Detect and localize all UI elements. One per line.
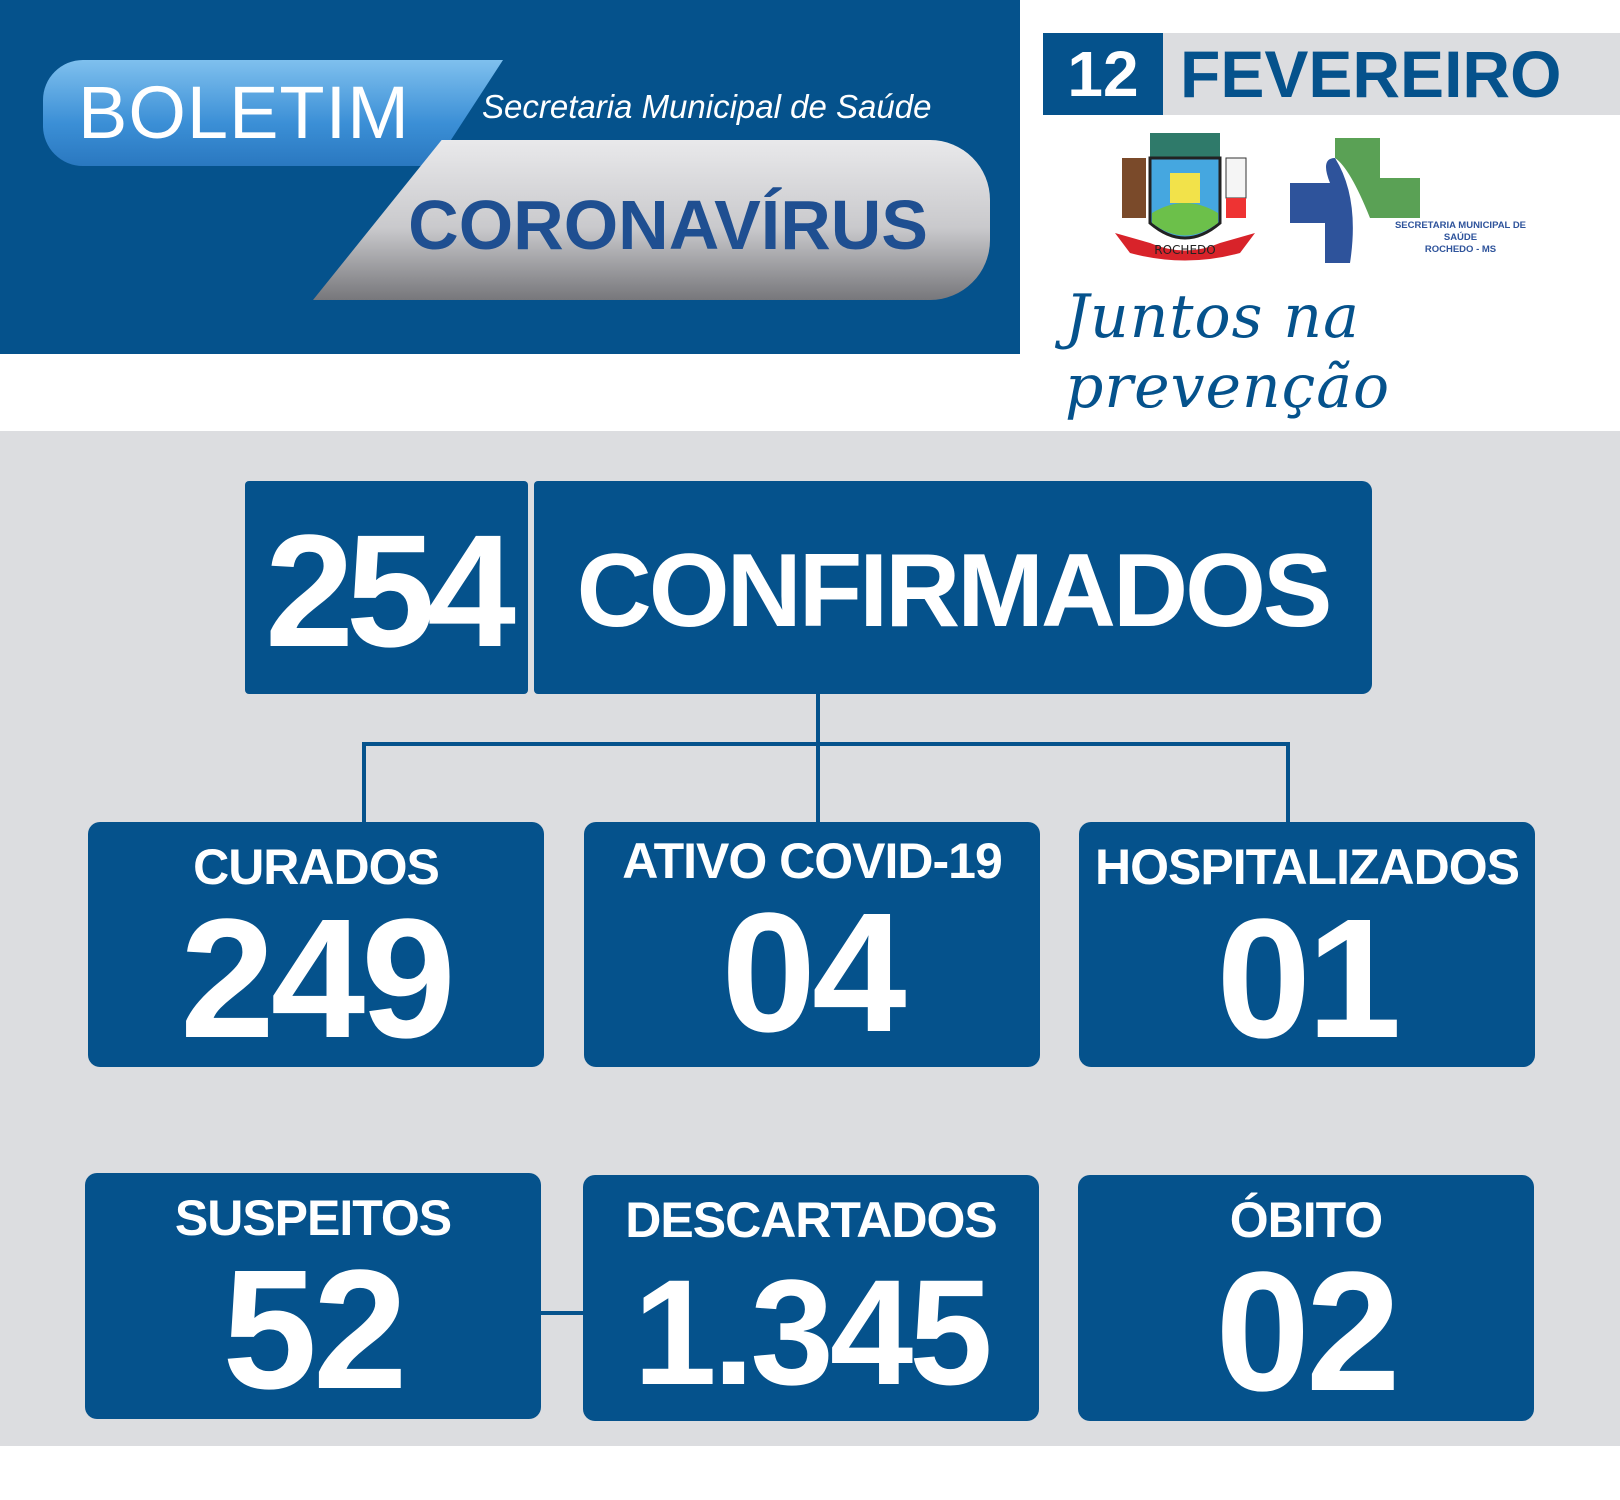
stat-value: 04 [721,878,906,1068]
stat-value: 1.345 [633,1248,992,1416]
stat-value: 52 [222,1235,407,1425]
stat-card-curados: CURADOS 249 [88,822,544,1067]
connector-line [362,742,366,822]
confirmed-label: CONFIRMADOS [534,481,1372,694]
coronavirus-title: CORONAVÍRUS [313,140,990,300]
stat-card-obito: ÓBITO 02 [1078,1175,1534,1421]
health-logo-line1: SECRETARIA MUNICIPAL DE SAÚDE [1394,220,1527,243]
boletim-title: BOLETIM [43,60,503,166]
stat-label: SUSPEITOS [174,1190,452,1246]
connector-line [541,1311,585,1315]
stat-card-suspeitos: SUSPEITOS 52 [85,1173,541,1419]
secretaria-subtitle: Secretaria Municipal de Saúde [482,88,932,125]
stat-card-descartados: DESCARTADOS 1.345 [583,1175,1039,1421]
confirmed-count: 254 [245,481,528,694]
stat-label: CURADOS [193,839,440,895]
health-logo-line2: ROCHEDO - MS [1424,244,1497,255]
stat-value: 02 [1215,1237,1400,1427]
stat-value: 249 [180,884,456,1074]
stat-value: 01 [1216,884,1401,1074]
connector-line [362,742,1290,746]
stat-label: DESCARTADOS [625,1192,997,1248]
date-day: 12 [1043,33,1163,115]
connector-line [1286,742,1290,822]
date-month: FEVEREIRO [1180,37,1562,111]
connector-line [816,694,820,822]
stat-label: HOSPITALIZADOS [1095,839,1520,895]
crest-text: ROCHEDO [1154,243,1215,257]
stat-card-ativo: ATIVO COVID-19 04 [584,822,1040,1067]
health-secretariat-logo: SECRETARIA MUNICIPAL DE SAÚDE ROCHEDO - … [1290,138,1540,263]
slogan: Juntos na prevenção [1065,282,1391,422]
stat-label: ATIVO COVID-19 [622,833,1003,889]
stat-label: ÓBITO [1229,1192,1383,1248]
stat-card-hospitalizados: HOSPITALIZADOS 01 [1079,822,1535,1067]
rochedo-crest-logo: ROCHEDO [1115,133,1255,261]
date-bar [1163,33,1620,115]
